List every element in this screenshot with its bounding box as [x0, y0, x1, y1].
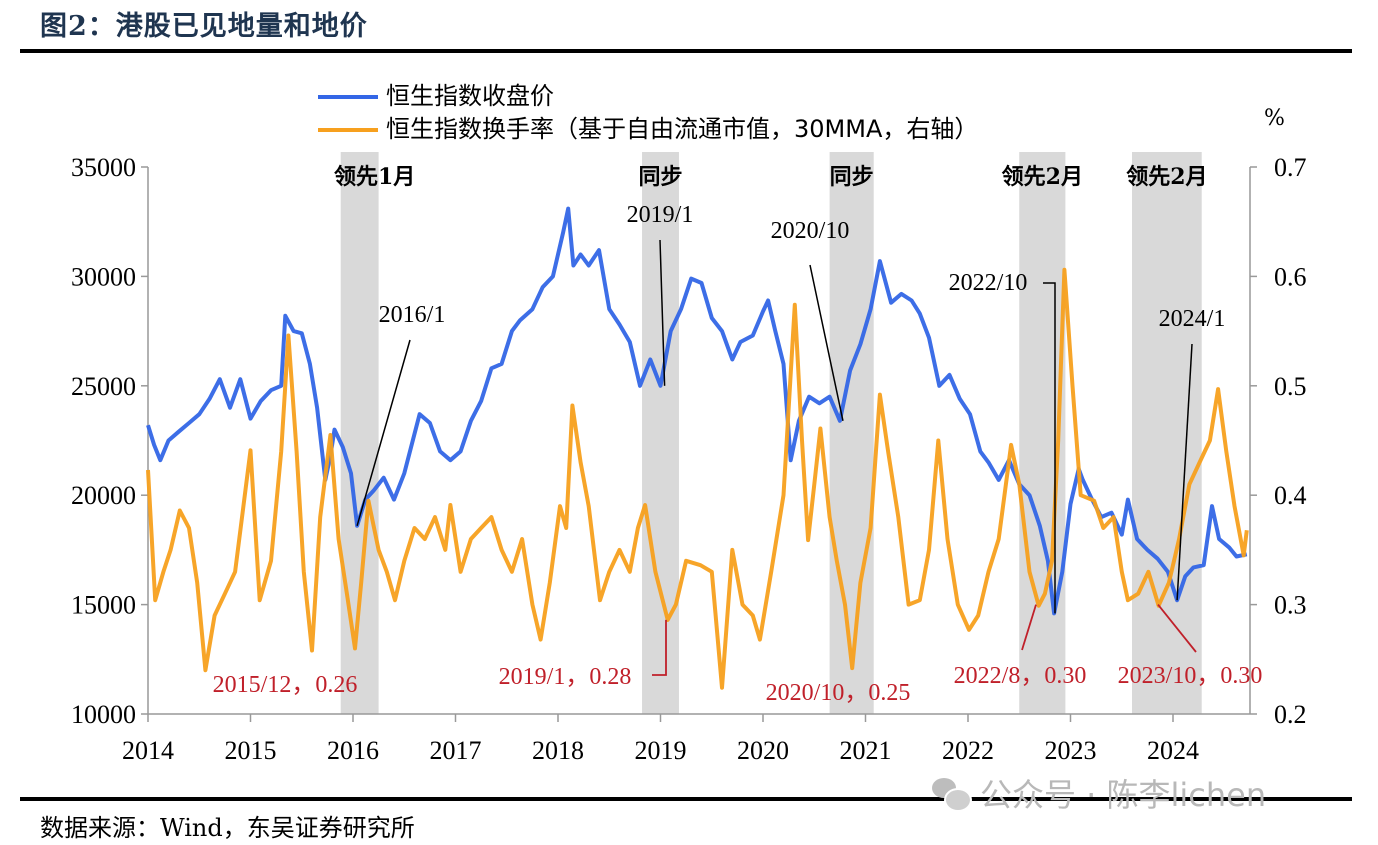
- hsi-annotation-leader: [1176, 343, 1193, 601]
- left-tick-label: 20000: [71, 481, 136, 510]
- turnover-rate-line: [146, 267, 1249, 690]
- period-label: 同步: [830, 164, 874, 190]
- x-tick-label: 2018: [532, 736, 584, 765]
- watermark: 公众号 · 陈李lichen: [930, 770, 1266, 816]
- right-tick-label: 0.3: [1274, 591, 1307, 620]
- legend-swatch-hsi: [318, 94, 378, 99]
- hsi-annotation-label: 2020/10: [771, 218, 850, 244]
- legend-label-hsi: 恒生指数收盘价: [386, 82, 554, 110]
- wechat-icon: [930, 776, 972, 812]
- shaded-period-4: [1132, 152, 1202, 714]
- x-tick-label: 2024: [1147, 736, 1199, 765]
- right-tick-label: 0.2: [1274, 700, 1307, 729]
- right-tick-label: 0.7: [1274, 153, 1307, 182]
- period-label: 领先2月: [1002, 164, 1083, 190]
- x-tick-label: 2015: [225, 736, 277, 765]
- bottom-rule: [20, 797, 1352, 801]
- watermark-text: 公众号 · 陈李lichen: [980, 776, 1267, 814]
- figure-title: 图2：港股已见地量和地价: [40, 11, 368, 42]
- legend-swatch-turnover: [318, 127, 378, 132]
- hsi-annotation-leader: [356, 339, 411, 527]
- left-tick-label: 15000: [71, 591, 136, 620]
- left-tick-label: 25000: [71, 372, 136, 401]
- period-label: 领先2月: [1126, 164, 1207, 190]
- x-tick-label: 2021: [840, 736, 892, 765]
- legend-item-hsi: 恒生指数收盘价: [318, 80, 978, 113]
- turnover-annotation-leader: [1157, 604, 1197, 653]
- x-tick-label: 2014: [122, 736, 174, 765]
- left-tick-label: 35000: [71, 153, 136, 182]
- shaded-period-2: [829, 152, 874, 714]
- turnover-annotation-label: 2019/1，0.28: [499, 664, 632, 690]
- hsi-annotation-leader: [1043, 282, 1056, 614]
- top-rule: [20, 49, 1352, 53]
- left-tick-label: 30000: [71, 262, 136, 291]
- hsi-annotation-label: 2022/10: [949, 270, 1028, 296]
- turnover-annotation-label: 2020/10，0.25: [766, 680, 911, 706]
- x-tick-label: 2023: [1045, 736, 1097, 765]
- hsi-annotation-leader: [659, 239, 666, 386]
- right-tick-label: 0.4: [1274, 481, 1307, 510]
- hsi-close-line: [146, 206, 1248, 616]
- x-tick-label: 2020: [737, 736, 789, 765]
- x-tick-label: 2017: [430, 736, 482, 765]
- right-tick-label: 0.5: [1274, 372, 1307, 401]
- hsi-annotation-label: 2024/1: [1159, 306, 1226, 332]
- hsi-annotation-label: 2019/1: [627, 202, 694, 228]
- shaded-period-1: [642, 152, 679, 714]
- turnover-annotation-label: 2015/12，0.26: [213, 672, 358, 698]
- period-label: 领先1月: [334, 164, 415, 190]
- turnover-annotation-label: 2023/10，0.30: [1118, 663, 1263, 689]
- period-label: 同步: [638, 164, 682, 190]
- legend-label-turnover: 恒生指数换手率（基于自由流通市值，30MMA，右轴）: [386, 115, 979, 143]
- hsi-annotation-label: 2016/1: [379, 302, 446, 328]
- shaded-period-0: [340, 152, 379, 714]
- x-tick-label: 2016: [327, 736, 379, 765]
- dual-axis-line-chart: 35000 30000 25000 20000 15000 10000 0.7 0.6 0.5 0…: [71, 152, 1307, 765]
- hsi-annotation-leader: [809, 264, 844, 421]
- left-tick-label: 10000: [71, 700, 136, 729]
- legend-item-turnover: 恒生指数换手率（基于自由流通市值，30MMA，右轴）: [318, 113, 978, 146]
- turnover-annotation-leader: [652, 619, 667, 676]
- x-tick-label: 2019: [635, 736, 687, 765]
- right-axis-unit: %: [1264, 106, 1285, 131]
- right-tick-label: 0.6: [1274, 262, 1307, 291]
- turnover-annotation-leader: [1021, 604, 1037, 651]
- turnover-annotation-label: 2022/8，0.30: [954, 663, 1087, 689]
- data-source: 数据来源：Wind，东吴证券研究所: [40, 814, 415, 842]
- chart-legend: 恒生指数收盘价 恒生指数换手率（基于自由流通市值，30MMA，右轴）: [318, 80, 978, 146]
- x-tick-label: 2022: [942, 736, 994, 765]
